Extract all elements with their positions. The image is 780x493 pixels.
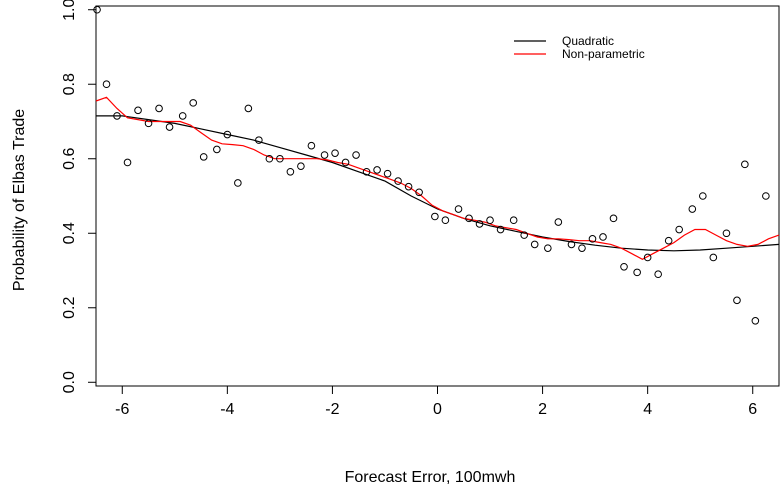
data-point	[123, 158, 132, 167]
data-point	[454, 205, 463, 213]
y-axis-label: Probability of Elbas Trade	[11, 109, 28, 291]
series-lines	[95, 96, 780, 260]
data-point	[265, 154, 274, 163]
x-tick-label: -4	[220, 401, 234, 418]
data-point	[530, 240, 539, 249]
data-point	[441, 216, 450, 225]
x-tick-label: 2	[538, 401, 547, 418]
data-point	[155, 104, 163, 113]
y-tick-label: 0.2	[61, 297, 78, 319]
data-point	[722, 229, 731, 238]
x-tick-label: -6	[115, 401, 129, 418]
data-point	[373, 166, 381, 174]
data-point	[144, 119, 153, 128]
data-point	[567, 240, 576, 249]
data-point	[297, 162, 305, 170]
data-point	[751, 317, 760, 325]
y-tick-label: 0.0	[61, 371, 78, 393]
data-point	[223, 130, 232, 139]
data-point	[643, 253, 652, 262]
x-tick-label: -2	[325, 401, 339, 418]
data-point	[762, 192, 770, 200]
x-tick-label: 0	[433, 401, 442, 418]
data-point	[165, 123, 174, 131]
data-point	[733, 296, 741, 305]
scatter-points	[93, 5, 770, 325]
data-point	[654, 270, 662, 279]
data-point	[609, 214, 618, 223]
x-tick-label: 4	[643, 401, 652, 418]
data-point	[599, 233, 607, 241]
plot-area	[95, 5, 780, 387]
data-point	[675, 225, 683, 234]
data-point	[352, 151, 360, 159]
axes: -6 -4 -2 0 2 4 6 0.0 0.2 0.4 0.6 0.8 1.0	[61, 0, 757, 418]
data-point	[544, 244, 552, 252]
plot-frame	[95, 5, 780, 387]
data-point	[320, 151, 329, 159]
data-point	[620, 262, 628, 271]
data-point	[383, 169, 392, 178]
legend-label: Quadratic	[562, 34, 614, 48]
data-point	[664, 236, 673, 245]
data-point	[234, 179, 242, 187]
data-point	[496, 225, 505, 234]
data-point	[331, 149, 339, 157]
data-point	[486, 216, 494, 225]
y-tick-label: 0.6	[61, 148, 78, 170]
data-point	[255, 136, 263, 144]
x-axis-label: Forecast Error, 100mwh	[345, 469, 516, 486]
data-point	[475, 220, 484, 228]
data-point	[286, 167, 295, 176]
data-point	[509, 216, 518, 225]
data-point	[578, 244, 586, 252]
data-point	[699, 192, 707, 200]
data-point	[244, 104, 253, 113]
x-tick-label: 6	[748, 401, 757, 418]
data-point	[431, 212, 439, 221]
data-point	[134, 106, 142, 115]
data-point	[276, 154, 284, 163]
data-point	[113, 112, 121, 120]
data-point	[465, 214, 473, 223]
data-point	[688, 205, 697, 213]
data-point	[199, 153, 208, 161]
y-tick-label: 0.4	[61, 222, 78, 244]
data-point	[741, 160, 749, 169]
data-point	[307, 141, 316, 150]
data-point	[341, 158, 350, 167]
data-point	[404, 182, 413, 191]
data-point	[588, 235, 597, 243]
data-point	[554, 218, 563, 226]
data-point	[709, 253, 718, 262]
data-point	[520, 231, 528, 239]
data-point	[394, 177, 402, 185]
y-tick-label: 1.0	[61, 0, 78, 21]
data-point	[633, 268, 641, 277]
y-tick-label: 0.8	[61, 73, 78, 95]
data-point	[415, 188, 423, 197]
data-point	[178, 112, 187, 120]
data-point	[362, 167, 371, 176]
series-line-non-parametric	[95, 96, 780, 260]
data-point	[213, 145, 221, 154]
legend-label: Non-parametric	[562, 47, 645, 61]
series-line-quadratic	[96, 115, 780, 252]
data-point	[102, 80, 111, 89]
data-point	[189, 99, 197, 107]
